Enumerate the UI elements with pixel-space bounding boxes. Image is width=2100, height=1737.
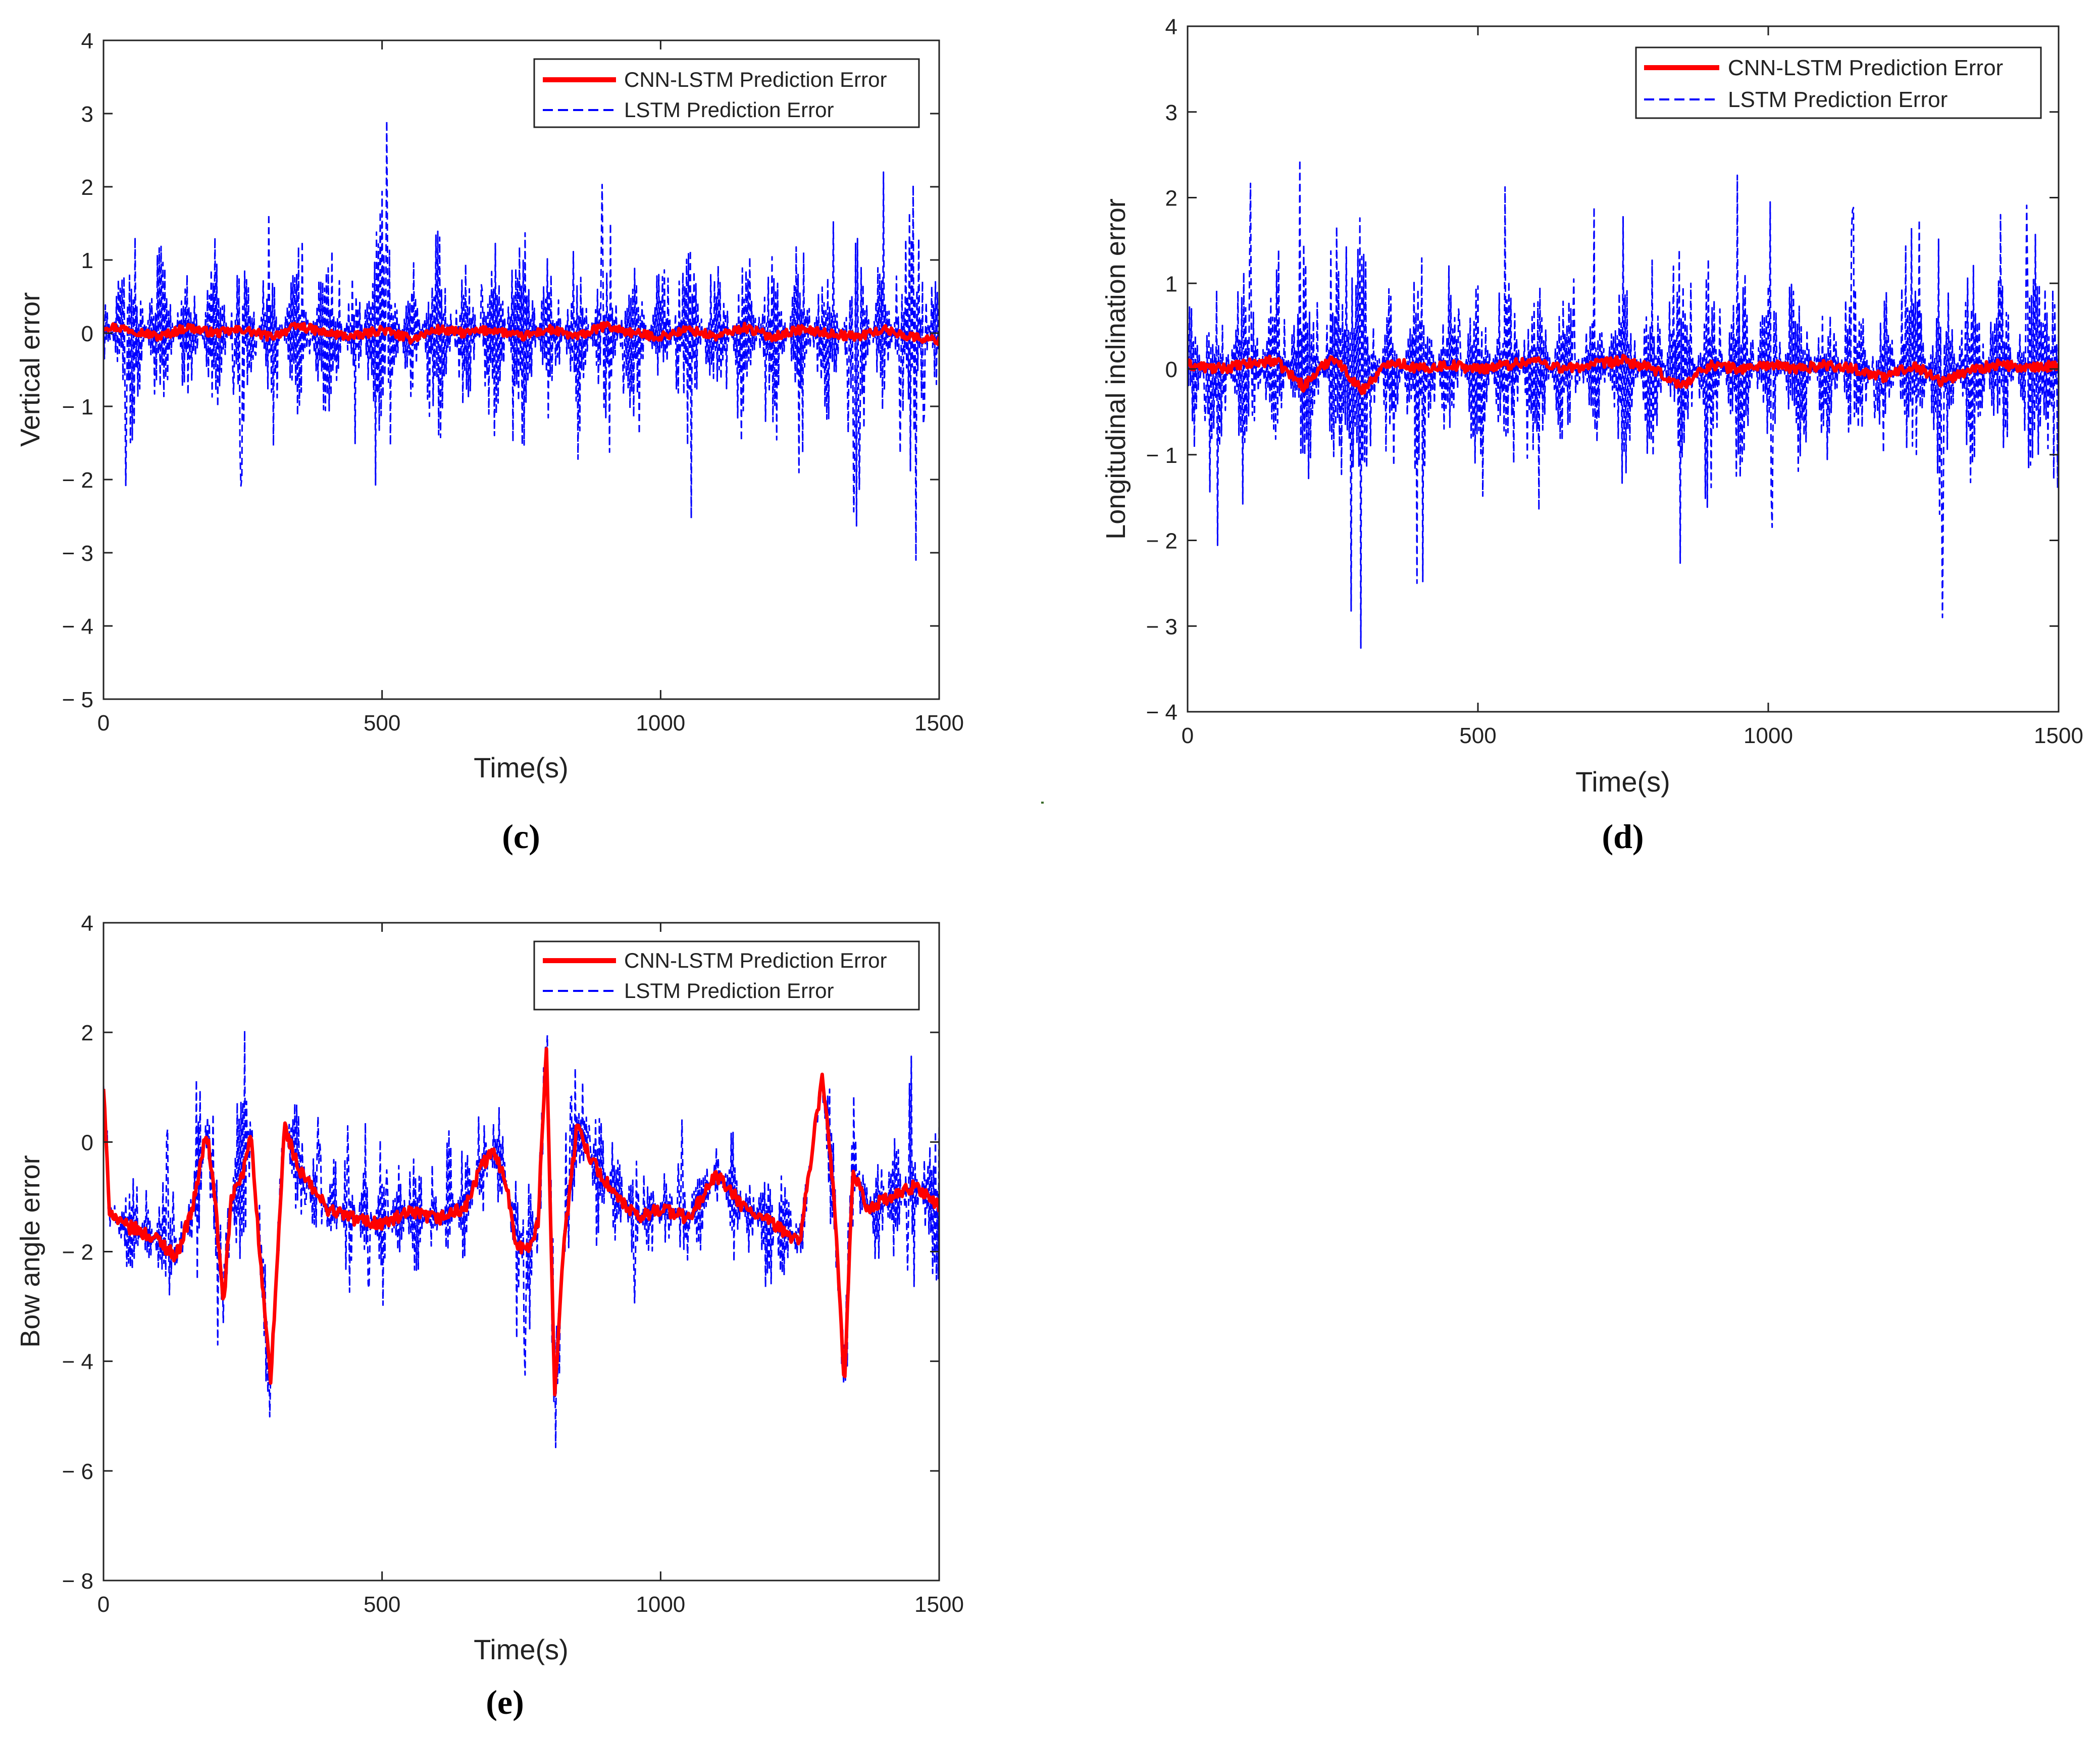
y-axis-ticks: − 5 − 4 − 3 − 2 − 1 0 1 2 3 4 bbox=[62, 29, 939, 712]
panel-c-vertical-error: − 5 − 4 − 3 − 2 − 1 0 1 2 3 4 0 500 1000 1500 Vertic… bbox=[15, 29, 964, 856]
x-tick-label: 1500 bbox=[2034, 723, 2083, 748]
legend-label-lstm: LSTM Prediction Error bbox=[624, 98, 834, 122]
y-tick-label: − 8 bbox=[62, 1569, 93, 1594]
legend-label-cnn-lstm: CNN-LSTM Prediction Error bbox=[624, 68, 887, 91]
series-line-lstm bbox=[104, 1030, 939, 1448]
panel-d-longitudinal-inclination-error: − 4 − 3 − 2 − 1 0 1 2 3 4 0 500 1000 1500 Longitudi… bbox=[1101, 15, 2083, 856]
panel-caption: (d) bbox=[1602, 817, 1644, 856]
y-axis-label: Bow angle error bbox=[15, 1155, 45, 1347]
x-tick-label: 0 bbox=[97, 1592, 110, 1617]
x-tick-label: 500 bbox=[364, 1592, 400, 1617]
y-tick-label: 0 bbox=[81, 1130, 93, 1155]
series-line-cnn-lstm bbox=[1188, 353, 2059, 395]
y-tick-label: − 4 bbox=[1146, 700, 1177, 725]
legend: CNN-LSTM Prediction Error LSTM Predictio… bbox=[533, 58, 920, 128]
x-tick-label: 1000 bbox=[636, 711, 685, 735]
x-tick-label: 1500 bbox=[914, 711, 964, 735]
y-tick-label: − 2 bbox=[62, 1240, 93, 1265]
x-axis-ticks: 0 500 1000 1500 bbox=[97, 40, 964, 735]
series-line-cnn-lstm bbox=[104, 1047, 939, 1397]
x-tick-label: 1000 bbox=[1744, 723, 1793, 748]
y-tick-label: − 3 bbox=[1146, 614, 1177, 639]
plot-series-layer bbox=[1188, 159, 2059, 649]
legend: CNN-LSTM Prediction Error LSTM Predictio… bbox=[533, 940, 920, 1011]
y-tick-label: 3 bbox=[81, 102, 93, 127]
y-tick-label: − 4 bbox=[62, 614, 93, 639]
legend-box bbox=[533, 940, 920, 1011]
legend-label-cnn-lstm: CNN-LSTM Prediction Error bbox=[1728, 56, 2003, 80]
y-tick-label: − 1 bbox=[1146, 443, 1177, 468]
y-tick-label: 1 bbox=[1165, 272, 1177, 296]
legend-label-cnn-lstm: CNN-LSTM Prediction Error bbox=[624, 949, 887, 972]
panel-e-bow-angle-error: − 8 − 6 − 4 − 2 0 2 4 0 500 1000 1500 Bow angle e… bbox=[15, 911, 964, 1721]
y-tick-label: 3 bbox=[1165, 100, 1177, 125]
x-tick-label: 1500 bbox=[914, 1592, 964, 1617]
plot-series-layer bbox=[104, 120, 939, 561]
y-tick-label: 0 bbox=[1165, 357, 1177, 382]
y-tick-label: − 2 bbox=[62, 468, 93, 493]
y-tick-label: 1 bbox=[81, 248, 93, 273]
legend-label-lstm: LSTM Prediction Error bbox=[624, 979, 834, 1003]
stray-mark bbox=[1041, 802, 1044, 804]
x-tick-label: 500 bbox=[364, 711, 400, 735]
axes-box bbox=[103, 39, 940, 700]
y-tick-label: − 6 bbox=[62, 1459, 93, 1484]
x-tick-label: 1000 bbox=[636, 1592, 685, 1617]
panel-caption: (c) bbox=[502, 817, 540, 856]
y-tick-label: − 4 bbox=[62, 1350, 93, 1375]
x-tick-label: 0 bbox=[1182, 723, 1194, 748]
legend-box bbox=[1635, 46, 2042, 119]
series-line-lstm bbox=[1188, 159, 2059, 649]
y-tick-label: 0 bbox=[81, 322, 93, 346]
plot-series-layer bbox=[104, 1030, 939, 1448]
x-axis-ticks: 0 500 1000 1500 bbox=[97, 923, 964, 1617]
y-tick-label: 4 bbox=[81, 911, 93, 936]
y-axis-label: Longitudinal inclination error bbox=[1101, 198, 1131, 539]
x-axis-label: Time(s) bbox=[1575, 766, 1670, 798]
x-tick-label: 0 bbox=[97, 711, 110, 735]
series-line-cnn-lstm bbox=[104, 321, 939, 346]
y-axis-ticks: − 4 − 3 − 2 − 1 0 1 2 3 4 bbox=[1146, 15, 2059, 725]
y-tick-label: − 1 bbox=[62, 395, 93, 419]
x-tick-label: 500 bbox=[1459, 723, 1496, 748]
y-tick-label: 2 bbox=[1165, 186, 1177, 211]
legend: CNN-LSTM Prediction Error LSTM Predictio… bbox=[1635, 46, 2042, 119]
y-tick-label: − 5 bbox=[62, 688, 93, 712]
y-tick-label: − 2 bbox=[1146, 529, 1177, 554]
legend-box bbox=[533, 58, 920, 128]
y-tick-label: 2 bbox=[81, 175, 93, 200]
x-axis-ticks: 0 500 1000 1500 bbox=[1182, 26, 2083, 748]
y-tick-label: 2 bbox=[81, 1021, 93, 1045]
y-axis-ticks: − 8 − 6 − 4 − 2 0 2 4 bbox=[62, 911, 939, 1594]
y-tick-label: 4 bbox=[1165, 15, 1177, 39]
legend-label-lstm: LSTM Prediction Error bbox=[1728, 87, 1948, 112]
x-axis-label: Time(s) bbox=[474, 1634, 569, 1665]
series-line-lstm bbox=[104, 120, 939, 561]
y-tick-label: − 3 bbox=[62, 541, 93, 566]
y-tick-label: 4 bbox=[81, 29, 93, 54]
x-axis-label: Time(s) bbox=[474, 752, 569, 783]
y-axis-label: Vertical error bbox=[15, 292, 45, 447]
panel-caption: (e) bbox=[486, 1683, 524, 1721]
